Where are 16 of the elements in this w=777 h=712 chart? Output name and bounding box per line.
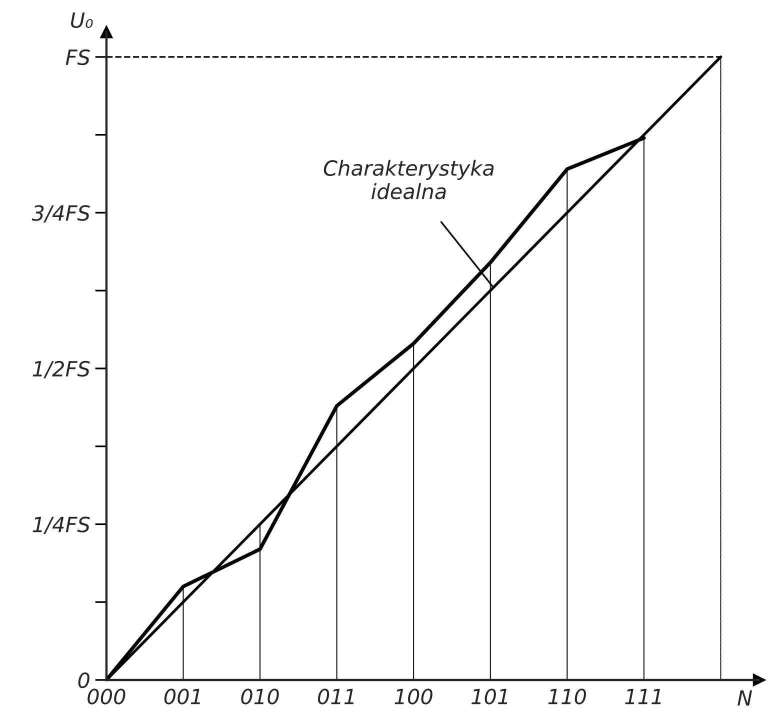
x-tick-label: 110: [548, 688, 586, 704]
text: FS: [66, 49, 90, 66]
x-axis-title: N: [738, 690, 752, 706]
x-tick-label: 011: [318, 688, 354, 704]
x-tick-label: 111: [625, 688, 661, 704]
x-tick-label: 100: [394, 688, 432, 704]
text: Charakterystyka idealna: [324, 160, 494, 200]
text: 1/2FS: [32, 360, 90, 378]
text: 0: [78, 672, 90, 688]
x-tick-label: 010: [241, 688, 279, 704]
x-tick-label: 101: [472, 688, 508, 704]
text: 3/4FS: [32, 205, 90, 223]
y-axis-title: U₀: [71, 12, 93, 28]
x-tick-label: 001: [164, 688, 200, 704]
text: 1/4FS: [32, 516, 90, 534]
x-tick-label: 000: [88, 688, 126, 704]
